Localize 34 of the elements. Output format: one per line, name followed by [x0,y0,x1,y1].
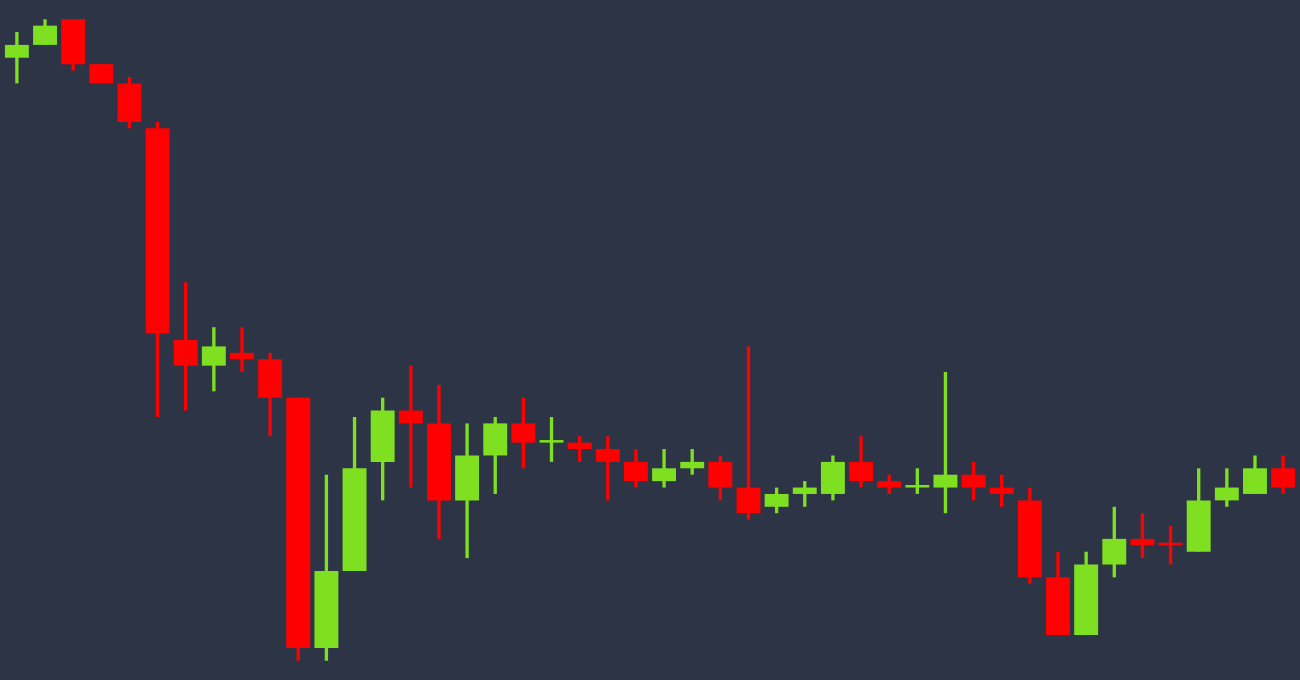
candlestick [117,75,142,130]
candlestick [849,434,873,490]
candlestick [1214,466,1239,509]
candlestick [736,344,761,522]
candlestick [877,473,902,496]
candlestick [539,415,564,464]
candlestick [905,466,930,496]
candlestick [1102,505,1127,580]
candlestick [595,434,620,503]
candlestick [61,17,86,73]
candlestick [708,453,733,503]
candlestick [764,485,789,515]
candlestick [1130,511,1155,560]
candlestick [792,479,817,509]
candlestick [623,447,648,490]
candlestick [398,363,423,490]
candlestick [258,351,283,438]
candlestick [652,447,677,490]
candlestick [933,370,958,515]
candlestick [1271,453,1296,496]
candlestick [567,434,592,464]
candlestick [483,415,508,496]
candlestick [989,473,1014,509]
candlestick [230,325,254,374]
candlestick [173,280,198,413]
candlestick [33,17,57,47]
candlestick [1243,453,1267,496]
candlestick [4,30,29,86]
candlestick [455,421,480,560]
candlestick [961,460,986,503]
candlestick [680,447,705,477]
candlestick [201,325,226,393]
candlestick [511,396,536,470]
candlestick [820,453,845,503]
